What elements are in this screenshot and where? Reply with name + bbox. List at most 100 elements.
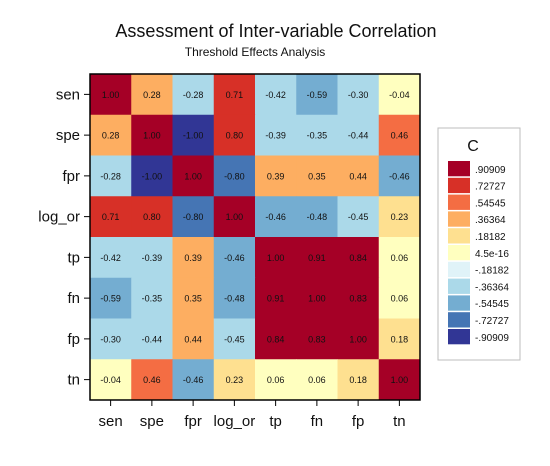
- x-tick-label: fp: [352, 413, 365, 430]
- heatmap-cell-fp-fp: [337, 318, 380, 360]
- cell-value-label: 0.28: [143, 90, 161, 100]
- heatmap-cell-tn-sen: [90, 359, 132, 401]
- legend-swatch: [448, 312, 470, 328]
- cell-value-label: 0.23: [226, 375, 244, 385]
- heatmap-cell-fp-spe: [131, 318, 173, 360]
- legend-label: .36364: [475, 215, 506, 226]
- cell-value-label: -0.04: [389, 90, 410, 100]
- heatmap-cell-spe-tn: [378, 114, 421, 156]
- cell-value-label: -0.35: [142, 294, 163, 304]
- x-tick-label: log_or: [214, 413, 256, 430]
- cell-value-label: -0.42: [100, 253, 121, 263]
- legend-label: -.90909: [475, 333, 509, 344]
- cell-value-label: 0.71: [226, 90, 244, 100]
- heatmap-cell-sen-fpr: [172, 74, 215, 116]
- chart-subtitle: Threshold Effects Analysis: [185, 45, 326, 59]
- heatmap-cell-tp-tp: [255, 237, 297, 279]
- heatmap-cell-fn-fp: [337, 277, 380, 319]
- cell-value-label: -0.30: [348, 90, 369, 100]
- heatmap-cell-fn-sen: [90, 277, 132, 319]
- heatmap-cell-tp-fp: [337, 237, 380, 279]
- y-tick-label: log_or: [38, 209, 80, 226]
- heatmap-cell-spe-spe: [131, 114, 173, 156]
- y-tick-label: tn: [67, 372, 80, 389]
- cell-value-label: -0.59: [100, 294, 121, 304]
- heatmap-cell-spe-fn: [296, 114, 338, 156]
- y-tick-label: sen: [56, 86, 80, 103]
- heatmap-cell-spe-fp: [337, 114, 380, 156]
- heatmap-cell-fp-sen: [90, 318, 132, 360]
- legend-swatch: [448, 245, 470, 261]
- x-tick-label: sen: [99, 413, 123, 430]
- cell-value-label: -0.59: [307, 90, 328, 100]
- cell-value-label: 0.83: [308, 334, 326, 344]
- cell-value-label: -0.46: [224, 253, 245, 263]
- heatmap-cell-tn-fn: [296, 359, 338, 401]
- cell-value-label: -0.48: [307, 212, 328, 222]
- legend-swatch: [448, 278, 470, 294]
- cell-value-label: 0.18: [349, 375, 367, 385]
- cell-value-label: 0.46: [391, 131, 409, 141]
- cell-value-label: 0.80: [226, 131, 244, 141]
- heatmap-cell-labels: 1.00 0.28 -0.28 0.71 -0.42 -0.59 -0.30 -0.04 0.2…: [100, 90, 409, 385]
- cell-value-label: -0.80: [183, 212, 204, 222]
- legend-label: .54545: [475, 198, 506, 209]
- legend-swatch: [448, 177, 470, 194]
- y-tick-label: spe: [56, 127, 80, 144]
- heatmap-cell-tp-spe: [131, 237, 173, 279]
- cell-value-label: 0.91: [267, 294, 285, 304]
- legend-title: C: [467, 138, 479, 155]
- heatmap-cell-fpr-tn: [378, 155, 421, 197]
- legend-label: .90909: [475, 165, 506, 176]
- legend-swatch: [448, 211, 470, 227]
- cell-value-label: 1.00: [391, 375, 409, 385]
- heatmap-cell-spe-tp: [255, 114, 297, 156]
- cell-value-label: -0.39: [142, 253, 163, 263]
- cell-value-label: 0.18: [391, 334, 409, 344]
- legend-swatch: [448, 194, 470, 210]
- cell-value-label: 0.84: [349, 253, 367, 263]
- heatmap-cell-sen-log_or: [213, 74, 256, 116]
- legend-label: -.36364: [475, 282, 509, 293]
- y-tick-label: tp: [67, 249, 80, 266]
- heatmap-cells: [90, 74, 421, 401]
- cell-value-label: 0.44: [349, 171, 367, 181]
- heatmap-cell-tn-tp: [255, 359, 297, 401]
- heatmap-cell-fp-tp: [255, 318, 297, 360]
- heatmap-cell-fn-fn: [296, 277, 338, 319]
- legend-swatch: [448, 329, 470, 345]
- heatmap-cell-fn-spe: [131, 277, 173, 319]
- x-tick-label: tp: [269, 413, 282, 430]
- heatmap-cell-sen-sen: [90, 74, 132, 116]
- cell-value-label: 0.06: [391, 253, 409, 263]
- heatmap-cell-fp-log_or: [213, 318, 256, 360]
- legend-swatch: [448, 261, 470, 278]
- cell-value-label: 0.23: [391, 212, 409, 222]
- cell-value-label: 0.80: [143, 212, 161, 222]
- legend-label: -.18182: [475, 266, 509, 277]
- heatmap-cell-sen-fp: [337, 74, 380, 116]
- cell-value-label: -0.80: [224, 171, 245, 181]
- heatmap-cell-sen-tp: [255, 74, 297, 116]
- heatmap-cell-log_or-tp: [255, 196, 297, 238]
- cell-value-label: 0.28: [102, 131, 120, 141]
- cell-value-label: 1.00: [267, 253, 285, 263]
- cell-value-label: 0.06: [267, 375, 285, 385]
- cell-value-label: 1.00: [143, 131, 161, 141]
- heatmap-cell-fpr-tp: [255, 155, 297, 197]
- heatmap-cell-fpr-fn: [296, 155, 338, 197]
- heatmap-cell-log_or-tn: [378, 196, 421, 238]
- heatmap-cell-log_or-log_or: [213, 196, 256, 238]
- cell-value-label: 0.39: [267, 171, 285, 181]
- cell-value-label: 0.35: [308, 171, 326, 181]
- x-tick-label: tn: [393, 413, 406, 430]
- heatmap-cell-tn-log_or: [213, 359, 256, 401]
- x-tick-label: fpr: [184, 413, 202, 430]
- heatmap-cell-fn-log_or: [213, 277, 256, 319]
- cell-value-label: 0.44: [184, 334, 202, 344]
- chart-title: Assessment of Inter-variable Correlation: [115, 21, 436, 41]
- heatmap-cell-spe-fpr: [172, 114, 215, 156]
- heatmap-cell-fpr-spe: [131, 155, 173, 197]
